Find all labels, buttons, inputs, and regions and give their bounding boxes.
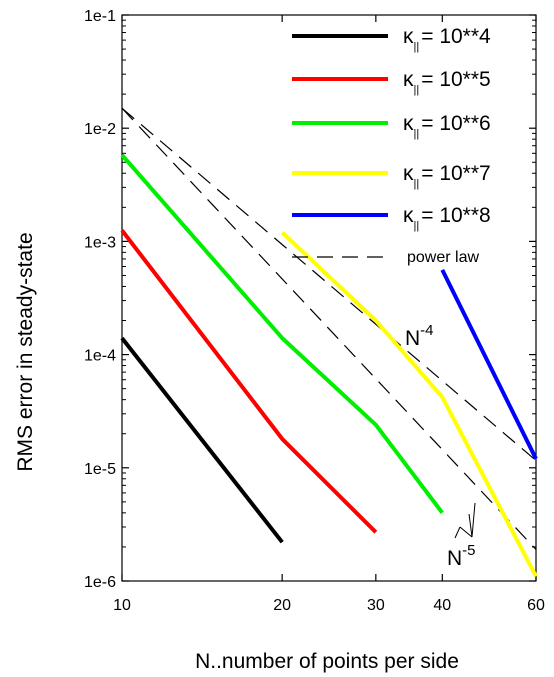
x-tick-label: 20 — [273, 597, 291, 614]
y-tick-label: 1e-4 — [84, 348, 116, 365]
plot-frame — [121, 14, 537, 582]
x-axis-label: N..number of points per side — [195, 650, 459, 673]
series-line — [120, 229, 378, 534]
y-tick-label: 1e-2 — [84, 121, 116, 138]
legend-label: κ||= 10**4 — [403, 25, 491, 53]
power-law-annotation: N-5 — [447, 542, 476, 570]
y-axis-label: RMS error in steady-state — [14, 232, 37, 471]
series-line — [440, 269, 538, 460]
legend-label-power-law: power law — [407, 249, 479, 266]
x-tick-label: 10 — [113, 597, 131, 614]
power-law-line — [121, 107, 537, 550]
legend-label: κ||= 10**6 — [403, 112, 491, 140]
y-tick-label: 1e-6 — [84, 574, 116, 591]
y-axis-ticks: 1e-6 1e-5 1e-4 1e-3 1e-2 1e-1 — [84, 8, 536, 591]
annotations: N-4 N-5 — [405, 322, 476, 570]
series-line — [280, 230, 538, 578]
power-law-line — [121, 107, 537, 461]
series-line — [120, 336, 284, 544]
y-tick-label: 1e-5 — [84, 461, 116, 478]
power-law-lines — [121, 107, 537, 550]
legend-label: κ||= 10**5 — [403, 68, 491, 96]
series-line — [120, 153, 444, 515]
annotation-pointer — [468, 513, 473, 538]
power-law-annotation: N-4 — [405, 322, 434, 350]
x-tick-label: 60 — [527, 597, 545, 614]
x-tick-label: 40 — [433, 597, 451, 614]
annotation-pointer — [471, 502, 476, 538]
annotation-pointer — [459, 526, 473, 538]
annotation-pointer — [454, 526, 461, 539]
x-tick-label: 30 — [367, 597, 385, 614]
y-tick-label: 1e-3 — [84, 234, 116, 251]
legend-label: κ||= 10**7 — [403, 162, 491, 190]
legend: κ||= 10**4 κ||= 10**5 κ||= 10**6 κ||= 10**7… — [292, 25, 491, 266]
x-axis-ticks: 10 20 30 40 60 — [113, 15, 545, 614]
data-series — [120, 153, 538, 578]
y-tick-label: 1e-1 — [84, 8, 116, 25]
legend-label: κ||= 10**8 — [403, 204, 491, 232]
plot-axes: 1e-6 1e-5 1e-4 1e-3 1e-2 1e-1 10 20 30 40 60 — [84, 8, 545, 614]
